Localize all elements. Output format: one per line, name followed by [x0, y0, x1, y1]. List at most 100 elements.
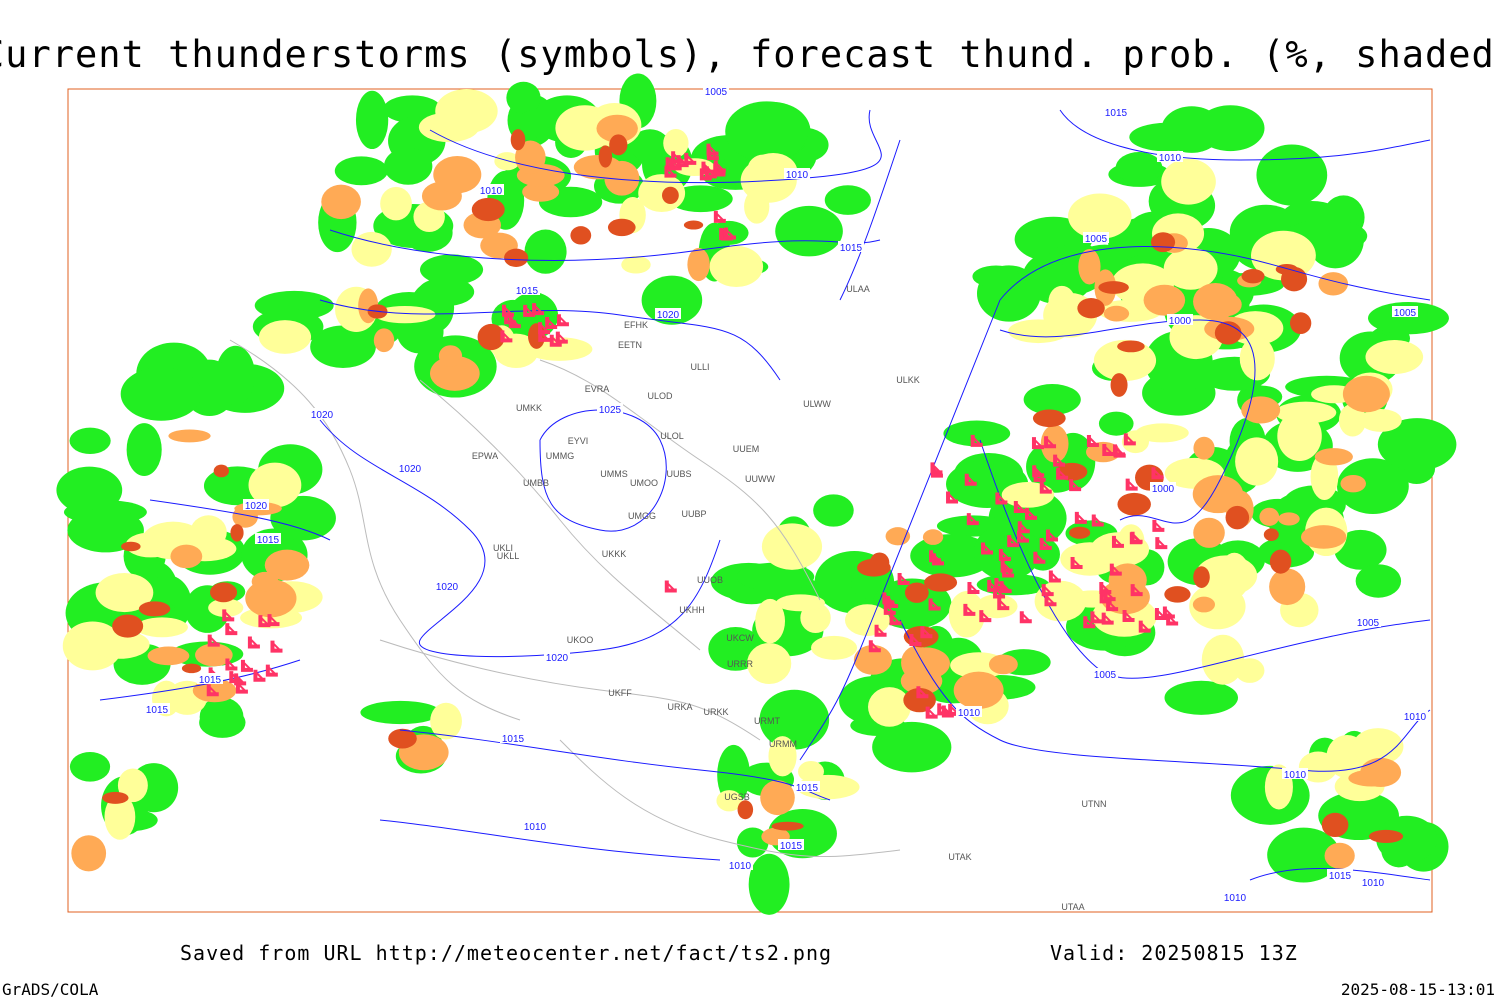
shade-cell [95, 573, 154, 613]
storm-symbol [1123, 433, 1136, 446]
storm-symbol [1069, 479, 1082, 492]
isobar-label-bg [544, 651, 570, 662]
shade-cell [1365, 340, 1424, 375]
storm-symbol [1106, 599, 1119, 612]
storm-symbol [964, 473, 977, 486]
shade-cell [104, 794, 136, 840]
storm-symbol [1033, 469, 1046, 482]
storm-symbol [963, 603, 976, 616]
shade-cell [1275, 401, 1337, 424]
shade-cell [351, 231, 392, 267]
shade-cell [1367, 301, 1449, 335]
shade-cell [1348, 769, 1395, 787]
isobar-label: 1005 [1085, 234, 1108, 245]
shade-cell [1193, 517, 1225, 548]
shade-cell [716, 790, 743, 812]
storm-symbol [882, 592, 895, 605]
shade-cell [1023, 384, 1081, 415]
storm-symbol [500, 330, 513, 343]
shade-cell [1117, 492, 1151, 516]
shade-cell [1338, 403, 1367, 437]
isobar-label: 1010 [1159, 153, 1182, 164]
isobar-label-bg [1157, 151, 1183, 162]
shade-cell [510, 129, 526, 151]
shade-cell [813, 494, 854, 527]
isobar-label: 1015 [199, 675, 222, 686]
isobar-label: 1005 [705, 87, 728, 98]
shade-cell [760, 780, 795, 816]
shade-cell [776, 594, 826, 612]
shade-cell [1269, 568, 1306, 606]
shade-cell [1225, 505, 1250, 530]
shade-cell [1355, 564, 1402, 598]
shade-cell [213, 464, 229, 478]
storm-symbol [270, 640, 283, 653]
shade-cell [1235, 437, 1279, 486]
isobar-label: 1000 [1152, 484, 1175, 495]
shade-cell [270, 495, 336, 541]
isobar-label-bg [727, 859, 753, 870]
shade-cell [417, 277, 475, 307]
shade-cell [471, 197, 505, 222]
station-label: URKA [667, 702, 692, 712]
isobar-label-bg [255, 533, 281, 544]
station-label: UMOO [630, 478, 658, 488]
station-label: ULKK [896, 375, 920, 385]
storm-symbol [1090, 611, 1103, 624]
shade-cell [1164, 680, 1238, 715]
storm-symbol [946, 491, 959, 504]
shade-cell [1040, 424, 1069, 463]
shade-cell [1314, 448, 1353, 466]
shade-cell [1201, 634, 1245, 685]
shade-cell [430, 702, 462, 740]
isobar-label: 1005 [1357, 618, 1380, 629]
shade-cell [373, 328, 395, 353]
shade-cell [117, 768, 148, 803]
shade-cell [1263, 528, 1279, 541]
shade-cell [910, 534, 994, 578]
shade-cell [1241, 396, 1281, 424]
storm-symbol [704, 166, 717, 179]
shade-cell [1241, 269, 1265, 284]
storm-symbol [909, 633, 922, 646]
storm-symbol [1044, 594, 1057, 607]
isobar-label-bg [522, 820, 548, 831]
isobar-label: 1000 [1169, 316, 1192, 327]
storm-symbol [664, 165, 677, 178]
storm-symbol [664, 580, 677, 593]
storm-symbol [1045, 529, 1058, 542]
isobar-label: 1015 [502, 734, 525, 745]
isobar-label-bg [309, 408, 335, 419]
storm-symbol [967, 582, 980, 595]
shade-cell [419, 254, 484, 285]
shade-cell [1359, 408, 1402, 432]
shade-cell [1032, 409, 1066, 428]
shade-cell [147, 646, 190, 666]
shade-cell [1278, 512, 1300, 526]
storm-symbol [225, 623, 238, 636]
station-label: UMMG [546, 451, 575, 461]
station-label: URRR [727, 659, 753, 669]
shade-cell [1289, 312, 1312, 335]
isobar-label-bg [1327, 869, 1353, 880]
shade-cell [1251, 230, 1316, 281]
storm-symbol [1151, 467, 1164, 480]
shade-cell [736, 827, 769, 858]
station-label: EFHK [624, 320, 648, 330]
station-label: ULWW [803, 399, 831, 409]
storm-symbol [713, 210, 726, 223]
station-label: UTNN [1082, 799, 1107, 809]
storm-symbol [1111, 535, 1124, 548]
shade-cell [435, 89, 498, 134]
storm-symbol [240, 659, 253, 672]
shade-cell [1259, 507, 1280, 526]
storm-symbol [995, 492, 1008, 505]
isobar-label: 1010 [1284, 770, 1307, 781]
shade-cell [138, 601, 171, 617]
shade-cell [683, 220, 704, 230]
shade-cell [195, 643, 233, 667]
shade-cell [953, 671, 1004, 709]
storm-symbol [920, 626, 933, 639]
shade-cell [609, 134, 628, 156]
storm-symbol [556, 314, 569, 327]
